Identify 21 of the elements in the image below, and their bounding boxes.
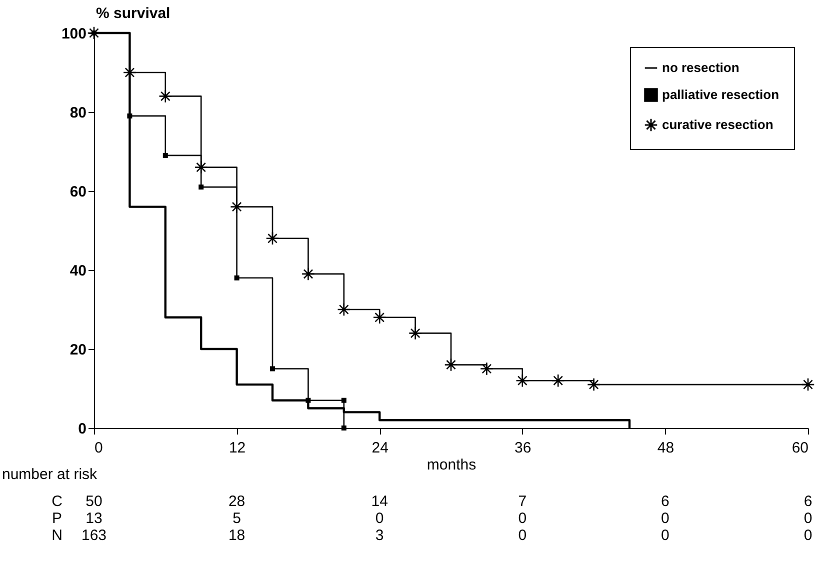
text: N 163 18 3 0 0 0	[52, 527, 812, 544]
y-tick-label: 20	[70, 342, 86, 358]
y-tick-label: 0	[78, 420, 86, 438]
y-tick-label: 60	[70, 184, 86, 200]
x-tick-label: 36	[514, 440, 532, 456]
x-tick-label: 0	[94, 440, 103, 456]
legend-label: no resection	[662, 60, 740, 75]
text: P 13 5 0 0 0 0	[52, 510, 812, 527]
x-axis-title: months	[426, 456, 476, 474]
y-tick-label: 100	[61, 26, 86, 42]
legend-label: curative resection	[662, 117, 774, 132]
x-tick-label: 48	[657, 440, 674, 456]
x-tick-label: 12	[228, 440, 246, 456]
y-tick-label: 40	[70, 262, 86, 280]
y-axis-title: % survival	[96, 5, 170, 22]
y-tick-label: 80	[70, 104, 86, 122]
text: number at risk	[2, 466, 98, 483]
legend-label: palliative resection	[662, 87, 780, 102]
x-tick-label: 24	[372, 440, 388, 456]
x-tick-label: 60	[792, 440, 808, 456]
text: C 50 28 14 7 6 6	[52, 493, 812, 510]
